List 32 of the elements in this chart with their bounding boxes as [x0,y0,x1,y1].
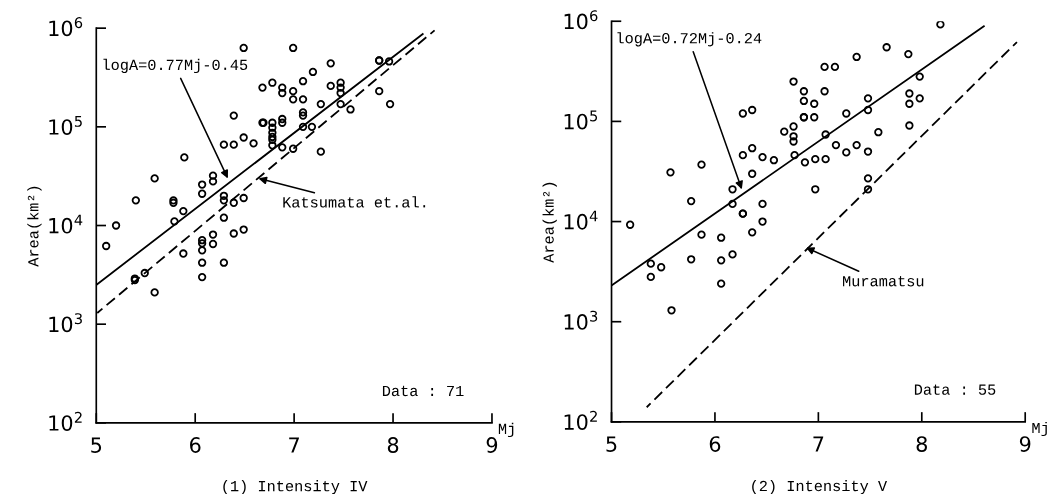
y-tick-label: 10$^{6}$ [49,17,83,37]
x-tick-label: 8 [916,436,927,452]
x-tick-label: 7 [289,437,299,453]
annotation: Katsumata et.al. [283,196,426,208]
annotation: Data : 71 [382,385,464,397]
y-tick-label: 10$^{2}$ [49,411,82,431]
y-axis-title: Area(km²) [27,186,42,267]
y-tick-label: 10$^{4}$ [49,214,83,234]
y-tick-label: 10$^{4}$ [564,210,598,230]
x-axis-title: Mj [498,422,514,438]
annotation: logA=0.77Mj-0.45 [103,58,248,74]
annotation: logA=0.72Mj-0.24 [617,32,762,47]
x-tick-label: 6 [709,436,721,452]
x-tick-label: 9 [486,437,498,453]
x-tick-label: 8 [387,437,399,453]
x-tick-label: 9 [1019,436,1031,452]
text: (1) Intensity IV [223,480,368,494]
y-tick-label: 10$^{5}$ [564,110,598,130]
x-axis-title: Mj [1032,421,1047,437]
x-tick-label: 5 [606,436,617,452]
y-tick-label: 10$^{3}$ [564,310,598,330]
text: (2) Intensity V [752,479,888,494]
y-tick-label: 10$^{6}$ [564,10,598,30]
y-tick-label: 10$^{3}$ [49,313,82,333]
x-tick-label: 6 [190,437,201,453]
annotation: Data : 55 [914,384,996,395]
x-tick-label: 5 [91,437,102,453]
annotation: Muramatsu [843,276,924,287]
y-axis-title: Area(km²) [542,182,557,263]
x-tick-label: 7 [813,436,824,452]
y-tick-label: 10$^{2}$ [564,410,597,430]
y-tick-label: 10$^{5}$ [49,116,82,135]
